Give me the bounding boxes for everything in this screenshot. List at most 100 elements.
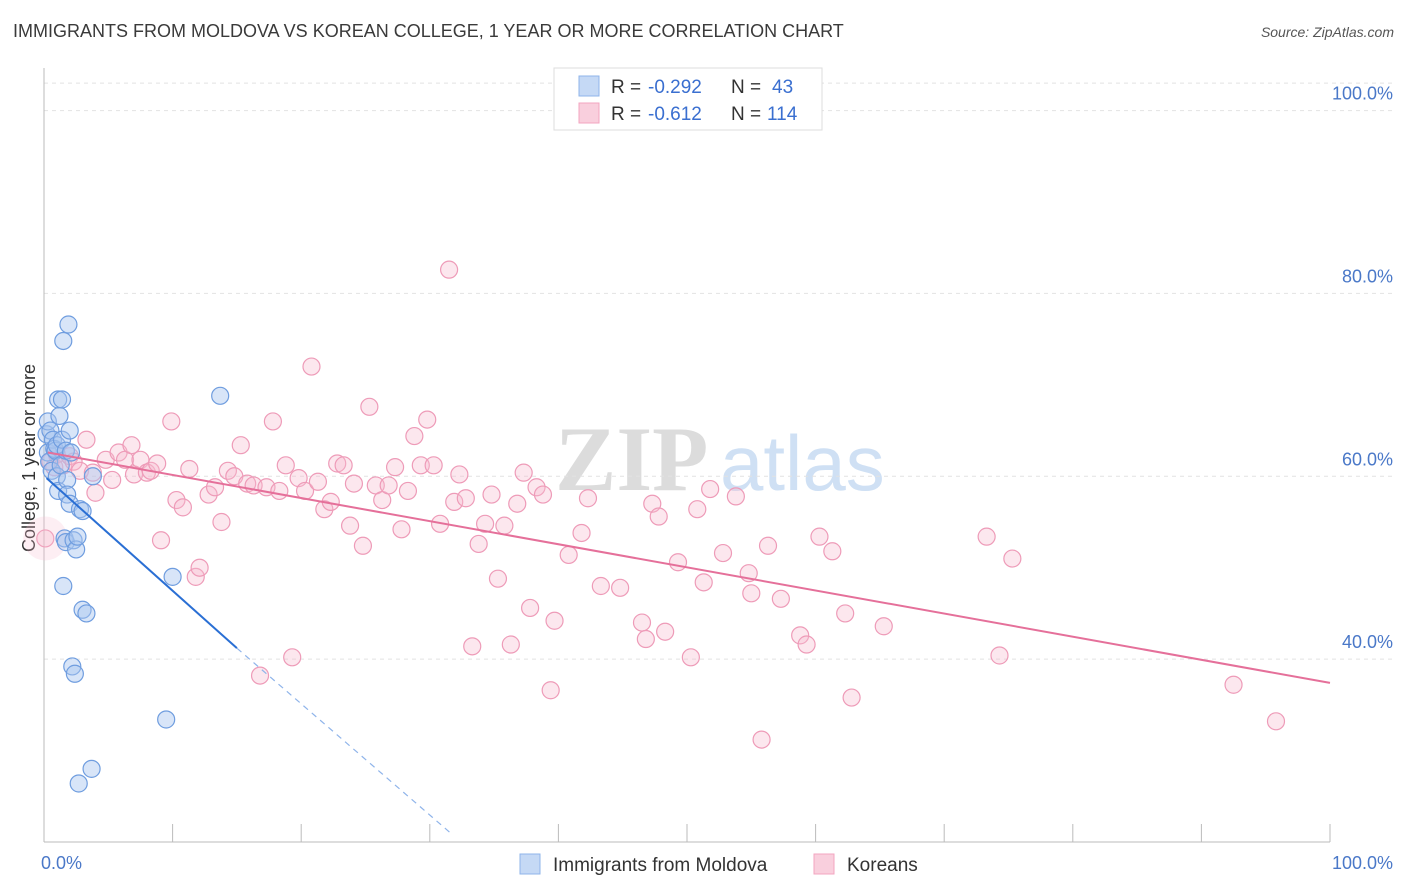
koreans-point [151, 531, 171, 550]
chart-title: IMMIGRANTS FROM MOLDOVA VS KOREAN COLLEG… [13, 21, 844, 41]
moldova-point [77, 604, 96, 623]
legend-n-value-koreans: 114 [767, 104, 798, 125]
koreans-point [379, 476, 398, 495]
koreans-point [162, 412, 181, 431]
koreans-point [385, 458, 405, 477]
koreans-point [668, 553, 688, 572]
koreans-point [694, 573, 713, 592]
bottom-legend: Immigrants from Moldova Koreans [519, 853, 918, 876]
legend-swatch-koreans [578, 102, 600, 124]
chart-source: Source: ZipAtlas.com [1260, 24, 1394, 40]
legend-box: R = -0.292 N = 43 R = -0.612 N = 114 [553, 67, 823, 131]
koreans-point [656, 622, 675, 641]
koreans-point [405, 426, 424, 446]
moldova-point [47, 467, 66, 486]
koreans-point [270, 481, 289, 501]
koreans-point [527, 478, 546, 497]
koreans-point [344, 474, 364, 493]
moldova-point [65, 664, 84, 683]
koreans-point [545, 611, 564, 630]
koreans-point [713, 543, 733, 563]
series-moldova-points [37, 315, 230, 793]
koreans-point [771, 589, 790, 608]
koreans-point [353, 536, 373, 555]
koreans-point [190, 558, 209, 577]
legend-r-label-koreans: R = [611, 104, 646, 125]
koreans-point [250, 666, 270, 685]
koreans-point [334, 456, 353, 475]
koreans-point [439, 260, 459, 279]
koreans-point [541, 681, 560, 700]
y-tick-label-100: 100.0% [1332, 84, 1393, 104]
koreans-point [521, 598, 540, 618]
koreans-point [450, 465, 469, 484]
moldova-point [63, 657, 82, 676]
koreans-point [632, 613, 652, 632]
koreans-point [701, 479, 720, 499]
koreans-point [86, 483, 105, 502]
y-tick-label-80: 80.0% [1342, 266, 1393, 286]
legend-n-label-koreans: N = [731, 104, 766, 125]
koreans-point [726, 487, 745, 506]
koreans-point [977, 527, 996, 546]
moldova-point [52, 390, 72, 409]
koreans-point [578, 489, 598, 508]
koreans-point [488, 569, 508, 588]
moldova-point [52, 430, 72, 449]
koreans-point [495, 516, 514, 535]
koreans-point [469, 534, 488, 554]
koreans-point [688, 500, 707, 519]
koreans-point [810, 527, 829, 546]
koreans-point [797, 635, 816, 654]
x-tick-label-left: 0.0% [41, 853, 82, 873]
koreans-point [186, 567, 205, 586]
moldova-point [50, 406, 69, 426]
koreans-point [591, 576, 610, 596]
koreans-point [533, 485, 553, 504]
koreans-point [212, 512, 231, 532]
legend-n-value-moldova: 43 [772, 77, 793, 98]
trend-lines [45, 451, 1331, 834]
moldova-point [68, 527, 87, 546]
moldova-point [211, 386, 230, 405]
koreans-point [173, 498, 192, 517]
koreans-point [398, 481, 418, 501]
koreans-point [340, 516, 360, 535]
koreans-point [791, 626, 810, 645]
koreans-point [482, 485, 501, 504]
legend-swatch-moldova [578, 75, 600, 97]
moldova-point [83, 467, 102, 486]
koreans-point [501, 635, 520, 654]
koreans-point [681, 648, 700, 667]
watermark-zip: ZIP [555, 408, 708, 510]
koreans-point [411, 456, 430, 475]
bottom-legend-label-moldova: Immigrants from Moldova [553, 855, 768, 876]
trendline-koreans [47, 451, 1331, 684]
koreans-point [649, 507, 668, 526]
moldova-point [58, 470, 77, 490]
watermark-atlas: atlas [720, 419, 885, 507]
trendline-moldova [45, 477, 238, 649]
koreans-point [302, 357, 321, 376]
trendline-moldova-extension [236, 647, 451, 834]
koreans-point [990, 646, 1009, 665]
koreans-point [636, 629, 655, 649]
koreans-point [463, 637, 482, 656]
koreans-point [77, 430, 96, 449]
koreans-point [392, 520, 411, 539]
koreans-point [167, 490, 186, 510]
bottom-legend-label-koreans: Koreans [847, 855, 918, 876]
koreans-point [231, 436, 250, 455]
koreans-point [823, 542, 842, 561]
koreans-point [874, 617, 893, 636]
koreans-point [836, 604, 855, 623]
moldova-point [54, 576, 73, 596]
koreans-point [572, 523, 591, 543]
koreans-point [456, 489, 475, 508]
koreans-point-large [23, 516, 68, 561]
koreans-point [283, 648, 302, 667]
koreans-point [445, 492, 464, 511]
koreans-point [752, 730, 771, 749]
koreans-point [514, 463, 533, 482]
